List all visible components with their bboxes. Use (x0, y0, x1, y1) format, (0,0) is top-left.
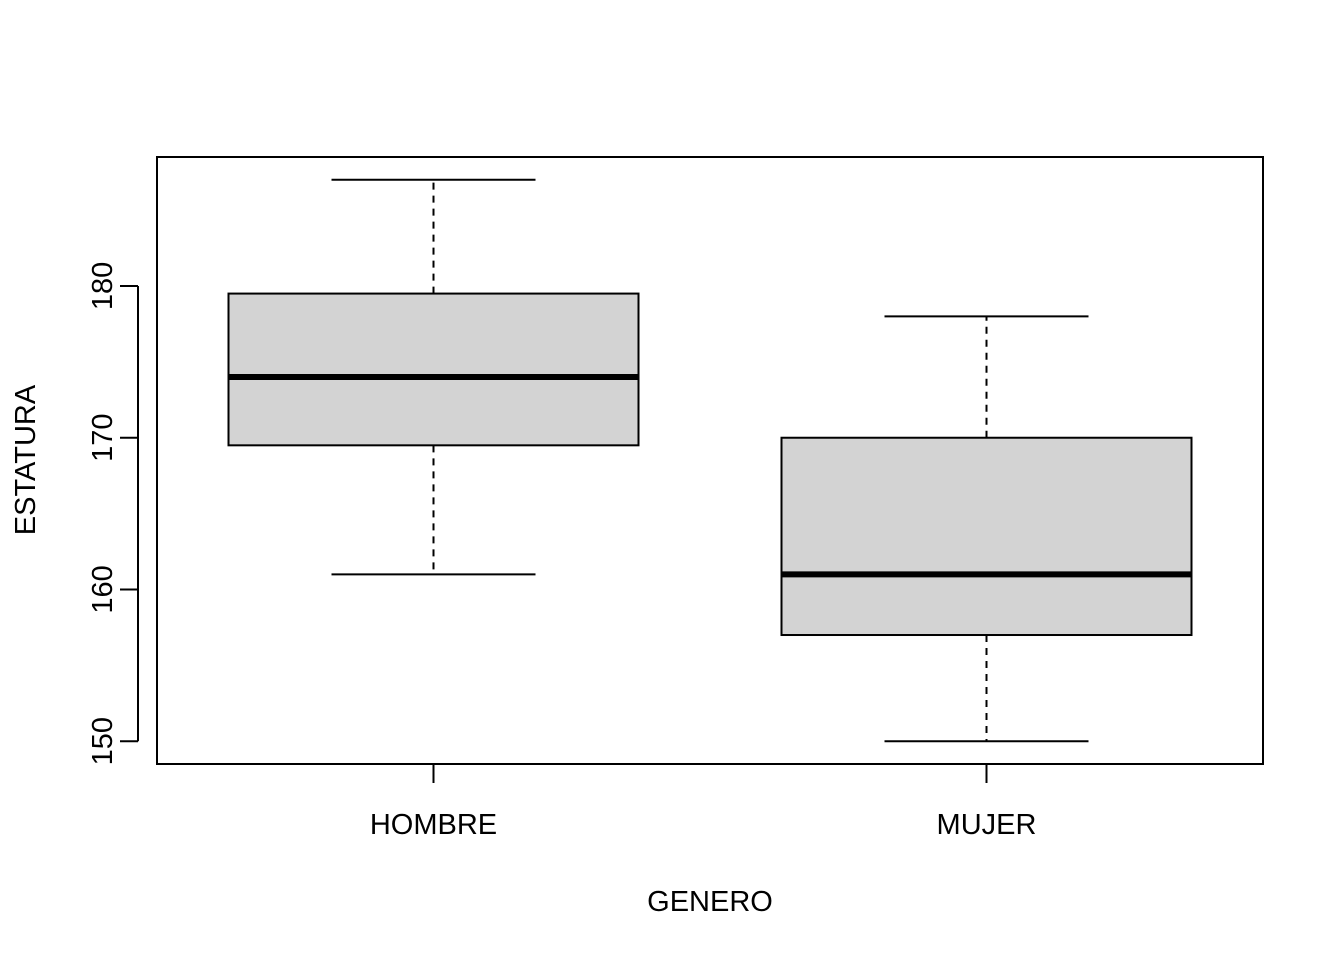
y-tick-label: 180 (87, 262, 119, 310)
box-hombre (227, 178, 640, 576)
iqr-box (227, 292, 640, 447)
box-group (227, 178, 1193, 743)
box-mujer (780, 315, 1193, 743)
y-tick-label: 170 (87, 414, 119, 462)
y-axis: 150 160 170 180 (87, 262, 139, 765)
x-axis-label: GENERO (647, 886, 773, 918)
iqr-box (780, 436, 1193, 637)
y-tick-label: 160 (87, 565, 119, 613)
plot-frame (156, 156, 1264, 765)
x-tick-label: HOMBRE (370, 809, 497, 841)
y-tick-label: 150 (87, 717, 119, 765)
y-axis-label: ESTATURA (10, 384, 42, 535)
x-tick-label: MUJER (937, 809, 1037, 841)
x-axis: HOMBRE MUJER (370, 764, 1037, 841)
